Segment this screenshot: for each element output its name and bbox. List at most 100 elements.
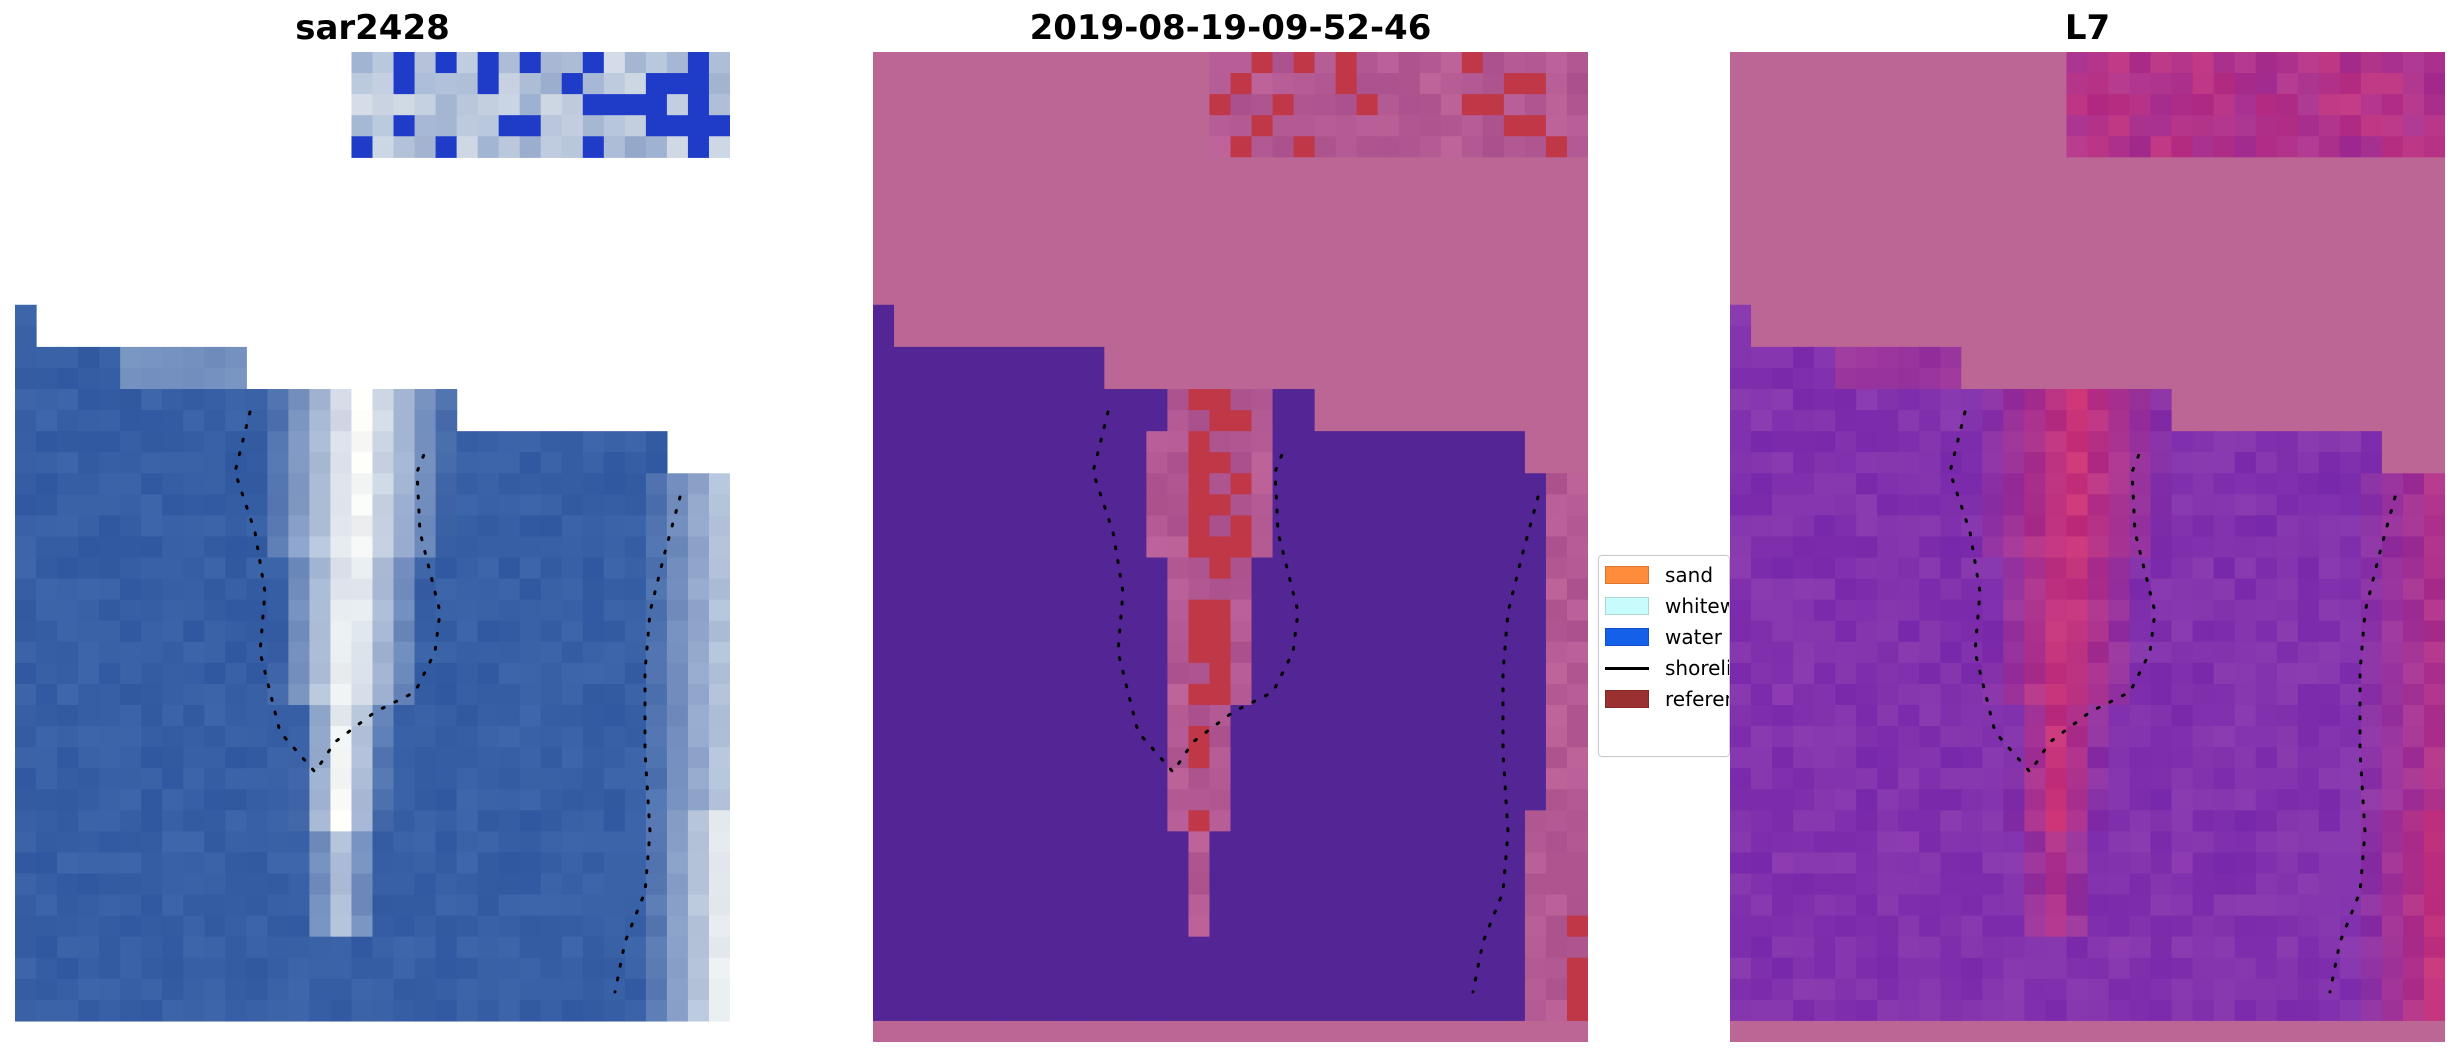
pixel-cell xyxy=(120,957,142,980)
pixel-cell xyxy=(666,894,689,917)
pixel-cell xyxy=(2381,768,2404,790)
pixel-cell xyxy=(204,662,226,685)
pixel-cell xyxy=(372,115,395,137)
pixel-cell xyxy=(1125,789,1147,811)
pixel-cell xyxy=(1545,620,1568,643)
pixel-cell xyxy=(1188,599,1211,622)
pixel-cell xyxy=(978,768,1000,790)
pixel-cell xyxy=(519,683,542,706)
pixel-cell xyxy=(1919,873,1941,896)
pixel-cell xyxy=(57,978,79,1001)
pixel-cell xyxy=(372,557,395,580)
pixel-cell xyxy=(708,73,730,95)
pixel-cell xyxy=(540,620,563,643)
pixel-cell xyxy=(2192,262,2215,285)
pixel-cell xyxy=(1146,199,1169,222)
pixel-cell xyxy=(2108,557,2131,580)
pixel-cell xyxy=(162,536,184,559)
pixel-cell xyxy=(1503,452,1526,474)
pixel-cell xyxy=(1961,810,1983,832)
pixel-cell xyxy=(1545,999,1568,1022)
pixel-cell xyxy=(2255,52,2278,74)
pixel-cell xyxy=(2108,494,2131,516)
pixel-cell xyxy=(1293,199,1316,222)
pixel-cell xyxy=(1461,936,1484,959)
pixel-cell xyxy=(435,494,458,516)
pixel-cell xyxy=(1482,94,1505,116)
pixel-cell xyxy=(1209,831,1232,854)
pixel-cell xyxy=(603,726,626,748)
pixel-cell xyxy=(1503,536,1526,559)
pixel-cell xyxy=(1398,747,1421,769)
pixel-cell xyxy=(2213,620,2236,643)
pixel-cell xyxy=(957,389,979,411)
pixel-cell xyxy=(1104,262,1126,285)
pixel-cell xyxy=(1230,852,1253,875)
pixel-cell xyxy=(1041,873,1063,896)
pixel-cell xyxy=(2255,768,2278,790)
pixel-cell xyxy=(1020,115,1042,137)
pixel-cell xyxy=(1377,557,1400,580)
pixel-cell xyxy=(1314,957,1337,980)
pixel-cell xyxy=(1251,199,1274,222)
pixel-cell xyxy=(1335,157,1358,179)
pixel-cell xyxy=(2129,262,2152,285)
pixel-cell xyxy=(708,726,730,748)
pixel-cell xyxy=(1125,410,1147,432)
pixel-cell xyxy=(1293,115,1316,137)
pixel-cell xyxy=(1793,94,1815,116)
pixel-cell xyxy=(2402,726,2425,748)
pixel-cell xyxy=(1982,136,2004,158)
pixel-cell xyxy=(561,473,584,495)
pixel-cell xyxy=(687,136,710,158)
pixel-cell xyxy=(2129,367,2152,390)
pixel-cell xyxy=(1545,873,1568,896)
pixel-cell xyxy=(1524,220,1547,243)
pixel-cell xyxy=(519,473,542,495)
pixel-cell xyxy=(1877,220,1899,243)
pixel-cell xyxy=(582,431,605,453)
pixel-cell xyxy=(141,831,163,854)
pixel-cell xyxy=(456,999,479,1022)
pixel-cell xyxy=(1482,52,1505,74)
pixel-cell xyxy=(1188,1020,1211,1042)
pixel-cell xyxy=(1503,704,1526,727)
pixel-cell xyxy=(540,515,563,538)
pixel-cell xyxy=(1041,94,1063,116)
pixel-cell xyxy=(2045,283,2068,306)
pixel-cell xyxy=(666,494,689,516)
pixel-cell xyxy=(2360,641,2383,664)
pixel-cell xyxy=(1835,641,1857,664)
pixel-cell xyxy=(999,494,1021,516)
pixel-cell xyxy=(162,831,184,854)
pixel-cell xyxy=(1230,726,1253,748)
pixel-cell xyxy=(999,52,1021,74)
pixel-cell xyxy=(1877,367,1899,390)
pixel-cell xyxy=(2045,641,2068,664)
pixel-cell xyxy=(2276,536,2299,559)
pixel-cell xyxy=(1041,199,1063,222)
pixel-cell xyxy=(2360,1020,2383,1042)
pixel-cell xyxy=(1104,367,1126,390)
pixel-cell xyxy=(99,536,121,559)
pixel-cell xyxy=(540,52,563,74)
pixel-cell xyxy=(1982,367,2004,390)
pixel-cell xyxy=(99,599,121,622)
pixel-cell xyxy=(1251,978,1274,1001)
pixel-cell xyxy=(1104,683,1126,706)
pixel-cell xyxy=(162,346,184,369)
pixel-cell xyxy=(2024,557,2047,580)
pixel-cell xyxy=(498,536,521,559)
pixel-cell xyxy=(2087,389,2110,411)
pixel-cell xyxy=(2276,620,2299,643)
pixel-cell xyxy=(915,410,937,432)
pixel-cell xyxy=(309,852,332,875)
pixel-cell xyxy=(1335,452,1358,474)
pixel-cell xyxy=(915,73,937,95)
pixel-cell xyxy=(57,873,79,896)
pixel-cell xyxy=(2339,852,2362,875)
pixel-cell xyxy=(2192,894,2215,917)
pixel-cell xyxy=(1398,473,1421,495)
pixel-cell xyxy=(1440,599,1463,622)
